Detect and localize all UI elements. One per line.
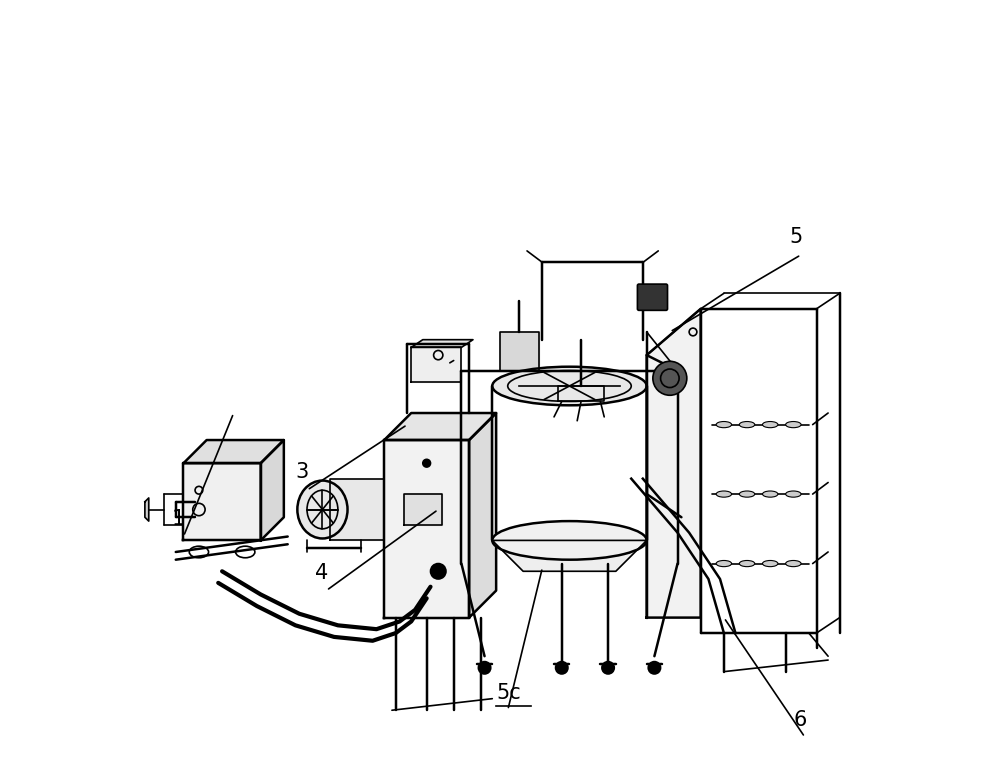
Text: 5: 5	[790, 227, 803, 247]
Polygon shape	[261, 440, 284, 540]
Ellipse shape	[739, 560, 755, 567]
Ellipse shape	[297, 480, 348, 539]
Ellipse shape	[786, 422, 801, 428]
Text: 6: 6	[793, 709, 807, 730]
FancyBboxPatch shape	[637, 284, 668, 310]
Polygon shape	[492, 540, 647, 571]
Polygon shape	[404, 494, 442, 525]
Polygon shape	[330, 479, 384, 540]
Text: 4: 4	[315, 563, 328, 583]
Ellipse shape	[786, 560, 801, 567]
Ellipse shape	[602, 662, 614, 674]
Polygon shape	[183, 440, 284, 463]
Ellipse shape	[716, 560, 732, 567]
Ellipse shape	[653, 361, 687, 395]
Polygon shape	[145, 498, 149, 521]
Ellipse shape	[556, 662, 568, 674]
Ellipse shape	[786, 491, 801, 497]
Ellipse shape	[716, 422, 732, 428]
Text: 1: 1	[172, 509, 185, 529]
Polygon shape	[558, 386, 604, 401]
Ellipse shape	[492, 367, 647, 405]
Polygon shape	[384, 413, 496, 440]
Polygon shape	[647, 309, 701, 618]
Ellipse shape	[648, 662, 661, 674]
Ellipse shape	[762, 491, 778, 497]
Ellipse shape	[478, 662, 491, 674]
Ellipse shape	[423, 459, 431, 467]
Ellipse shape	[762, 560, 778, 567]
Polygon shape	[411, 347, 461, 382]
Ellipse shape	[739, 491, 755, 497]
Text: 3: 3	[295, 462, 309, 482]
Ellipse shape	[492, 521, 647, 560]
Ellipse shape	[716, 491, 732, 497]
Ellipse shape	[739, 422, 755, 428]
Polygon shape	[384, 440, 469, 618]
Polygon shape	[183, 463, 261, 540]
Polygon shape	[411, 340, 473, 347]
Polygon shape	[500, 332, 539, 371]
Ellipse shape	[762, 422, 778, 428]
Text: 5c: 5c	[496, 682, 521, 703]
Polygon shape	[469, 413, 496, 618]
Ellipse shape	[431, 564, 446, 579]
